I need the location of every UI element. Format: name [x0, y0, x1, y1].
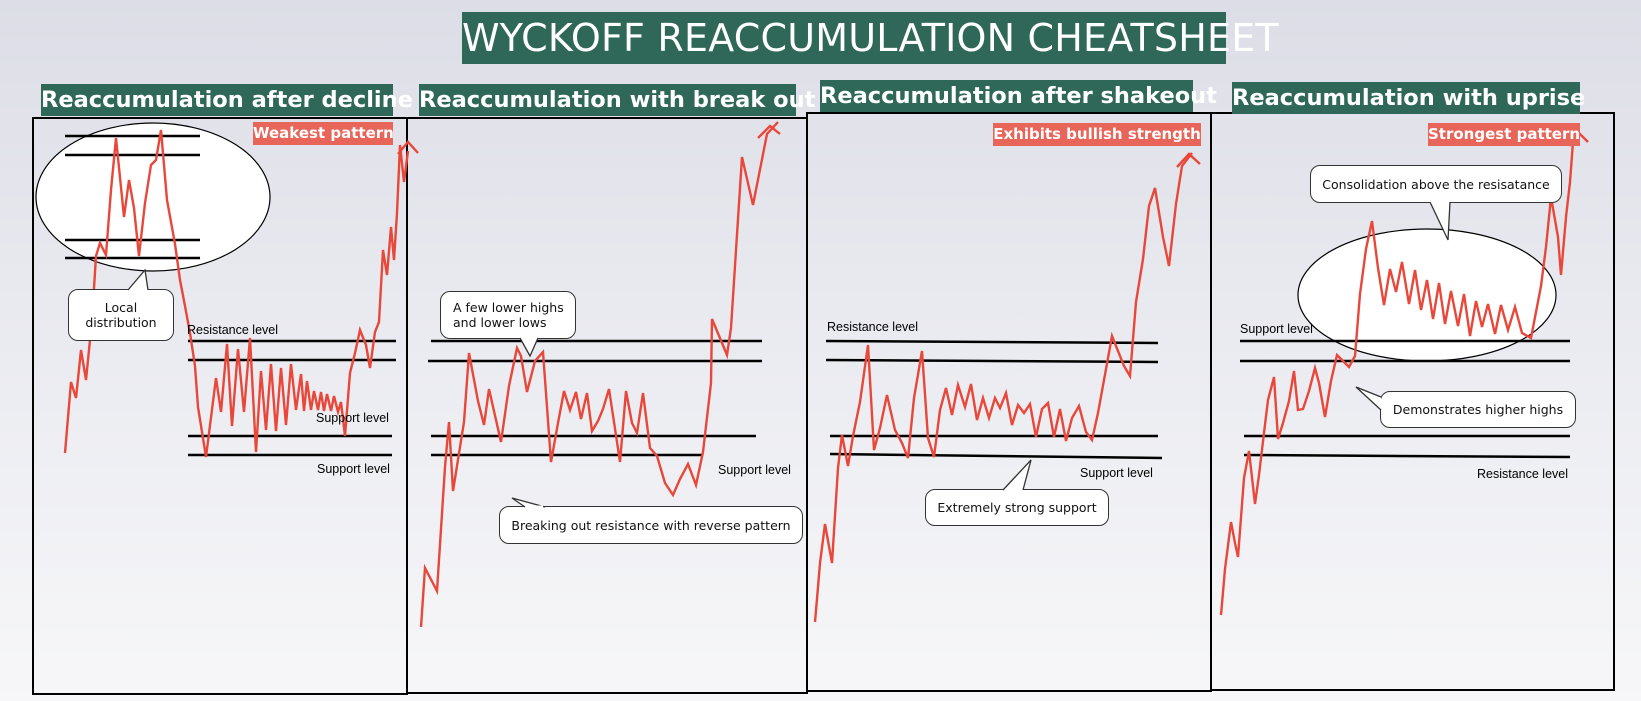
panel-1-support-label-lower: Support level [317, 462, 390, 476]
arrow-head-1 [397, 140, 419, 155]
panel-3-support-label: Support level [1080, 466, 1153, 480]
breaking-out-tail [511, 497, 546, 508]
panel-1-resistance-label: Resistance level [187, 323, 279, 337]
lower-highs-tail [519, 337, 539, 358]
resistance-line-3b [825, 358, 1159, 364]
strong-support-tail [1002, 459, 1032, 491]
panel-4-title: Reaccumulation with uprise [1232, 82, 1585, 114]
panel-2-support-label: Support level [718, 463, 791, 477]
arrow-head-3 [1176, 152, 1201, 168]
panel-1-title: Reaccumulation after decline [41, 84, 413, 116]
support-line-4b [1243, 453, 1571, 459]
panel-3-resistance-label: Resistance level [827, 320, 919, 334]
higher-highs-callout: Demonstrates higher highs [1380, 391, 1576, 428]
price-path-4 [1219, 132, 1581, 616]
panel-3-levels [825, 339, 1163, 460]
arrow-head-2 [757, 124, 781, 139]
panel-4-support-label: Support level [1240, 322, 1313, 336]
weakest-pattern-tag: Weakest pattern [253, 122, 394, 145]
bullish-strength-tag: Exhibits bullish strength [993, 123, 1201, 146]
price-path-2 [419, 121, 779, 628]
page-title: WYCKOFF REACCUMULATION CHEATSHEET [462, 12, 1279, 64]
price-path-3 [813, 152, 1193, 623]
local-distribution-tail [127, 268, 149, 291]
local-distribution-callout: Local distribution [68, 289, 174, 341]
local-distribution-ellipse [35, 122, 271, 272]
panel-2-title: Reaccumulation with break out [419, 84, 815, 116]
panel-1-levels [65, 134, 396, 457]
lower-highs-callout: A few lower highs and lower lows [440, 291, 576, 339]
resistance-line-3a [825, 339, 1159, 345]
higher-highs-tail [1355, 386, 1382, 411]
panel-4-resistance-label: Resistance level [1477, 467, 1569, 481]
price-path-1 [63, 129, 410, 458]
panel-frames [32, 112, 1615, 695]
panel-4-levels [1240, 339, 1571, 459]
price-paths [63, 121, 1581, 628]
strongest-pattern-tag: Strongest pattern [1428, 123, 1580, 146]
breaking-out-callout: Breaking out resistance with reverse pat… [499, 506, 803, 544]
support-line-3b [829, 452, 1163, 460]
panel-3-title: Reaccumulation after shakeout [820, 80, 1217, 112]
panel-1-support-label-upper: Support level [316, 411, 389, 425]
consolidation-tail [1429, 201, 1451, 241]
